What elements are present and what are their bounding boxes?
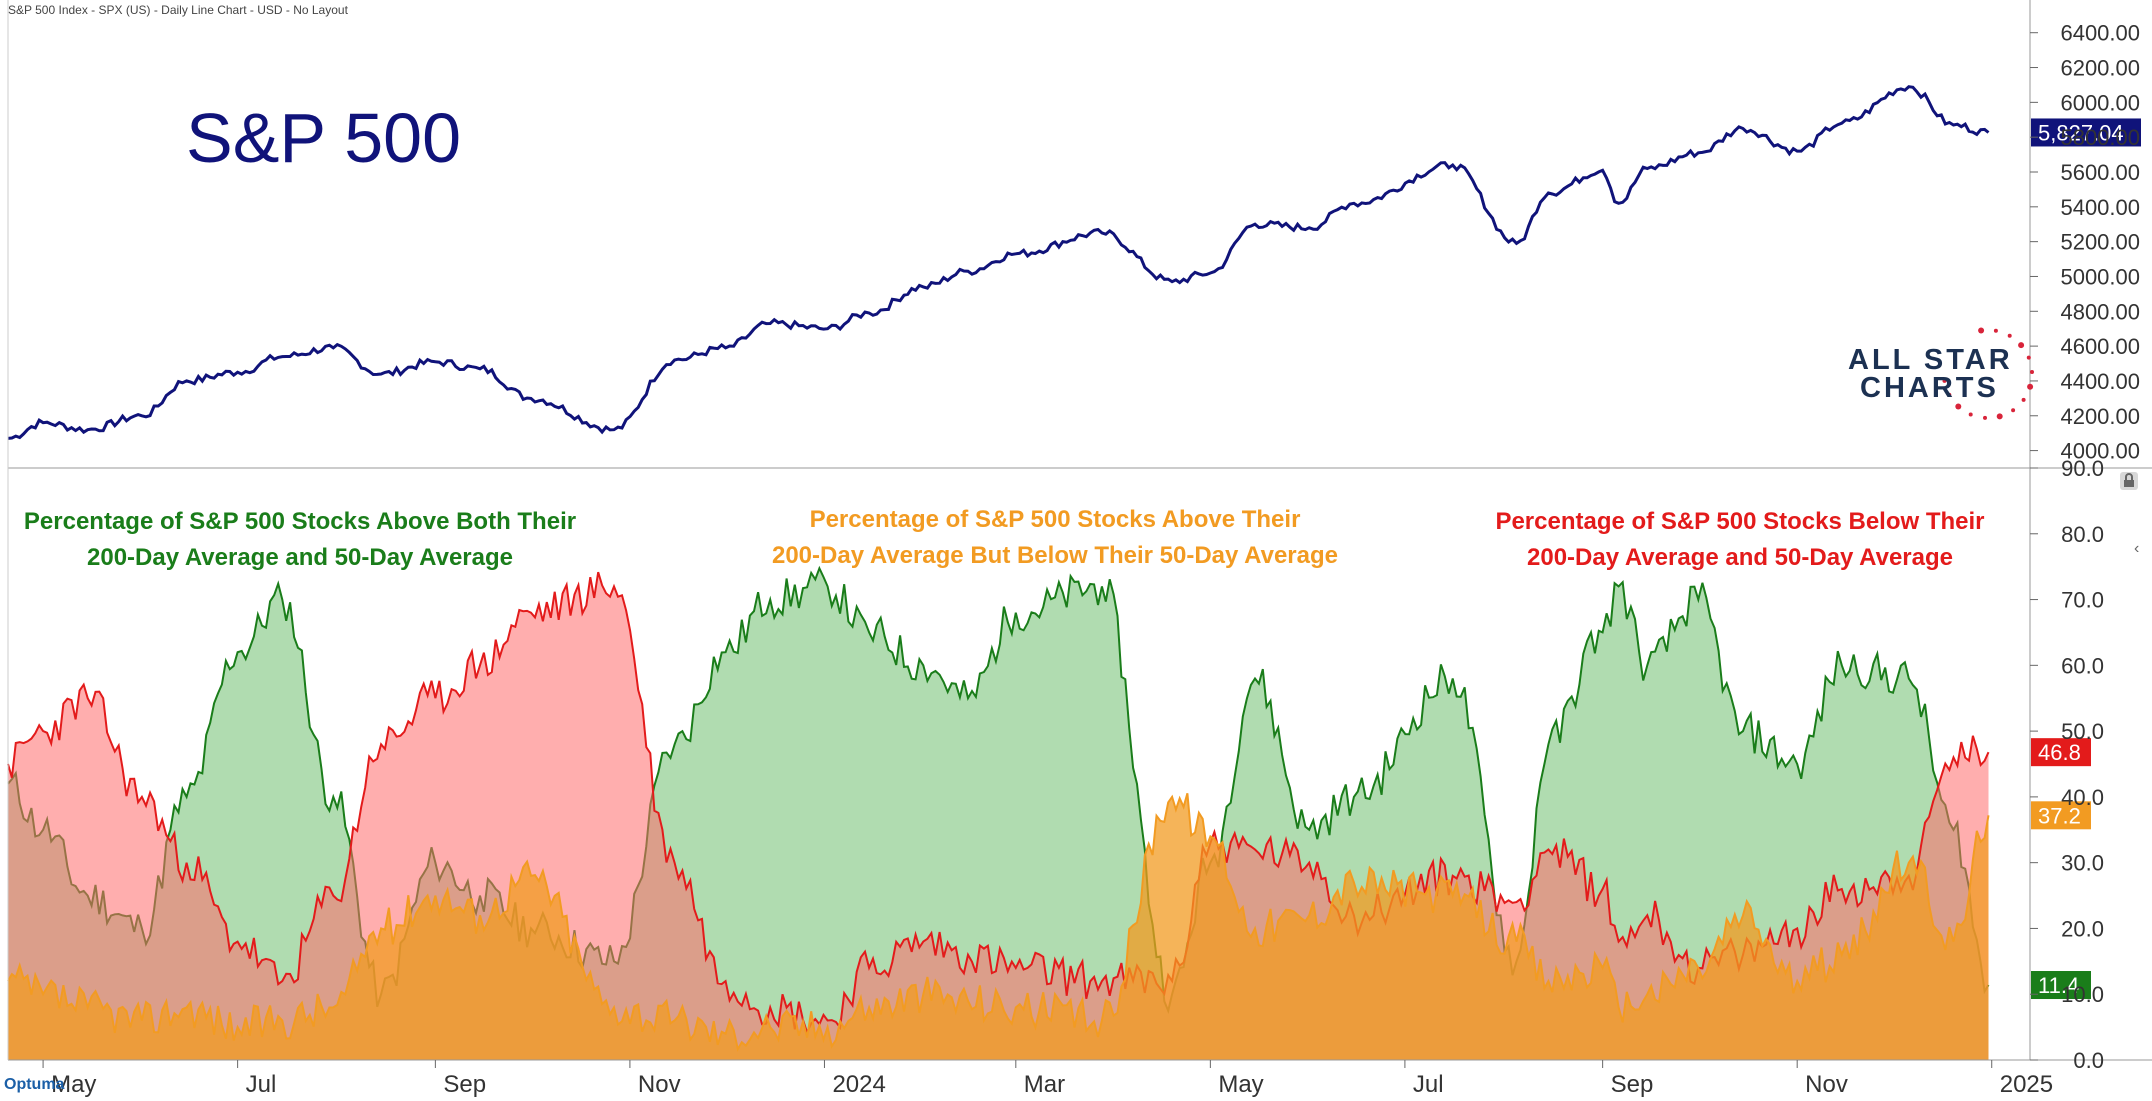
price-tick-label: 4200.00 xyxy=(2060,404,2140,429)
lock-icon[interactable] xyxy=(2118,470,2140,492)
price-tick-label: 4600.00 xyxy=(2060,334,2140,359)
logo-star-dot xyxy=(1947,392,1952,397)
caption-green-line-2: 200-Day Average and 50-Day Average xyxy=(87,544,513,571)
price-last-value-box xyxy=(2031,118,2141,147)
price-plot: 5,827.04 xyxy=(7,85,2141,440)
last-value-label-orange: 37.2 xyxy=(2038,803,2081,828)
x-tick-label: Sep xyxy=(1611,1071,1654,1098)
x-tick-label: May xyxy=(1218,1071,1263,1098)
price-tick-label: 6200.00 xyxy=(2060,56,2140,81)
logo-star-dot xyxy=(1942,378,1947,383)
x-tick-label: Nov xyxy=(638,1071,681,1098)
breadth-tick-label: 10.0 xyxy=(2061,982,2104,1007)
x-tick-label: Jul xyxy=(246,1071,277,1098)
logo-star-dot xyxy=(2026,355,2031,360)
price-tick-label: 5000.00 xyxy=(2060,264,2140,289)
caption-green: Percentage of S&P 500 Stocks Above Both … xyxy=(20,504,580,576)
caption-orange-line-2: 200-Day Average But Below Their 50-Day A… xyxy=(771,542,1338,569)
breadth-line-orange xyxy=(7,793,1990,1052)
logo-line-2: CHARTS xyxy=(1860,372,1999,404)
breadth-area-orange xyxy=(8,793,1989,1060)
caption-red-line-1: Percentage of S&P 500 Stocks Below Their xyxy=(1495,508,1985,535)
logo-star-ring-icon xyxy=(1942,327,2034,420)
breadth-tick-label: 80.0 xyxy=(2061,522,2104,547)
breadth-line-green xyxy=(7,565,1990,1014)
axes: 6400.00 6200.00 6000.00 5800.00 5600.00 5400.… xyxy=(7,0,2152,1098)
logo-star-dot xyxy=(1993,328,1998,333)
logo-star-dot xyxy=(2021,397,2026,402)
all-star-charts-logo: ALL STAR CHARTS xyxy=(1838,318,2046,424)
sp500-price-line xyxy=(7,85,1990,440)
price-tick-label: 4800.00 xyxy=(2060,299,2140,324)
collapse-arrow-icon[interactable]: ‹ xyxy=(2134,540,2140,557)
breadth-tick-label: 0.0 xyxy=(2073,1048,2104,1073)
price-tick-label: 5200.00 xyxy=(2060,230,2140,255)
price-tick-label: 6000.00 xyxy=(2060,90,2140,115)
price-tick-label: 5600.00 xyxy=(2060,160,2140,185)
logo-star-dot xyxy=(1968,412,1973,417)
x-tick-label: May xyxy=(51,1071,96,1098)
breadth-tick-label: 90.0 xyxy=(2061,456,2104,481)
logo-line-1: ALL STAR xyxy=(1848,344,2013,376)
logo-star-dot xyxy=(2011,408,2016,413)
x-tick-label: Jul xyxy=(1413,1071,1444,1098)
breadth-line-red xyxy=(7,571,1990,1036)
logo-star-dot xyxy=(1996,413,2003,420)
last-value-label-green: 11.4 xyxy=(2038,973,2079,998)
price-tick-label: 5400.00 xyxy=(2060,195,2140,220)
x-tick-label: Sep xyxy=(443,1071,486,1098)
price-title: S&P 500 xyxy=(186,99,462,177)
breadth-tick-label: 30.0 xyxy=(2061,851,2104,876)
logo-star-dot xyxy=(2027,383,2034,390)
price-tick-label: 6400.00 xyxy=(2060,21,2140,46)
chart-header: S&P 500 Index - SPX (US) - Daily Line Ch… xyxy=(8,3,348,17)
logo-star-dot xyxy=(2007,333,2012,338)
price-last-value-label: 5,827.04 xyxy=(2038,120,2124,145)
last-value-box-orange xyxy=(2031,801,2091,830)
caption-orange: Percentage of S&P 500 Stocks Above Their… xyxy=(730,502,1380,574)
logo-star-dot xyxy=(1955,403,1962,410)
breadth-tick-label: 70.0 xyxy=(2061,588,2104,613)
last-value-box-green xyxy=(2031,971,2091,1000)
caption-green-line-1: Percentage of S&P 500 Stocks Above Both … xyxy=(23,508,577,535)
price-tick-label: 4400.00 xyxy=(2060,369,2140,394)
optuma-logo: Optuma xyxy=(4,1076,65,1093)
x-tick-label: 2025 xyxy=(2000,1071,2053,1098)
price-tick-label: 4000.00 xyxy=(2060,439,2140,464)
x-tick-label: Mar xyxy=(1024,1071,1065,1098)
last-value-label-red: 46.8 xyxy=(2038,740,2081,765)
breadth-tick-label: 60.0 xyxy=(2061,653,2104,678)
logo-star-dot xyxy=(1978,327,1985,334)
breadth-tick-label: 50.0 xyxy=(2061,719,2104,744)
caption-red: Percentage of S&P 500 Stocks Below Their… xyxy=(1460,504,2020,576)
logo-star-dot xyxy=(2030,370,2034,374)
last-value-box-red xyxy=(2031,738,2091,767)
logo-star-dot xyxy=(2018,342,2025,349)
caption-orange-line-1: Percentage of S&P 500 Stocks Above Their xyxy=(809,506,1301,533)
breadth-tick-label: 40.0 xyxy=(2061,785,2104,810)
caption-red-line-2: 200-Day Average and 50-Day Average xyxy=(1527,544,1953,571)
x-tick-label: 2024 xyxy=(832,1071,885,1098)
price-tick-label: 5800.00 xyxy=(2060,125,2140,150)
logo-star-dot xyxy=(1983,415,1987,420)
breadth-tick-label: 20.0 xyxy=(2061,916,2104,941)
x-tick-label: Nov xyxy=(1805,1071,1848,1098)
breadth-plot: 46.8 37.2 11.4 xyxy=(7,565,2091,1060)
